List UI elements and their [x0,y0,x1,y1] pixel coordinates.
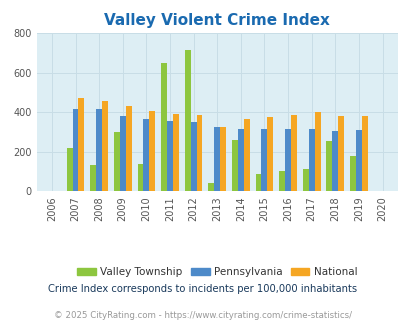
Bar [267,117,273,191]
Bar [173,114,178,191]
Bar [214,127,220,191]
Bar [290,115,296,191]
Bar [66,148,72,191]
Bar [332,131,337,191]
Bar [231,140,237,191]
Bar [149,112,155,191]
Bar [166,121,173,191]
Bar [361,115,367,191]
Bar [137,164,143,191]
Bar [72,109,78,191]
Bar [302,169,308,191]
Bar [255,174,261,191]
Bar [208,183,214,191]
Bar [96,109,102,191]
Bar [190,122,196,191]
Bar [337,115,343,191]
Bar [126,106,131,191]
Bar [355,130,361,191]
Bar [143,118,149,191]
Bar [314,112,320,191]
Bar [261,129,267,191]
Bar [90,165,96,191]
Bar [114,132,119,191]
Bar [102,101,108,191]
Legend: Valley Township, Pennsylvania, National: Valley Township, Pennsylvania, National [73,263,360,281]
Bar [220,127,226,191]
Bar [349,156,355,191]
Bar [243,119,249,191]
Bar [78,98,84,191]
Bar [237,129,243,191]
Bar [184,50,190,191]
Bar [284,129,290,191]
Bar [326,141,332,191]
Text: Crime Index corresponds to incidents per 100,000 inhabitants: Crime Index corresponds to incidents per… [48,284,357,294]
Bar [119,115,126,191]
Bar [161,63,166,191]
Bar [308,129,314,191]
Bar [279,171,284,191]
Title: Valley Violent Crime Index: Valley Violent Crime Index [104,13,329,28]
Text: © 2025 CityRating.com - https://www.cityrating.com/crime-statistics/: © 2025 CityRating.com - https://www.city… [54,312,351,320]
Bar [196,115,202,191]
